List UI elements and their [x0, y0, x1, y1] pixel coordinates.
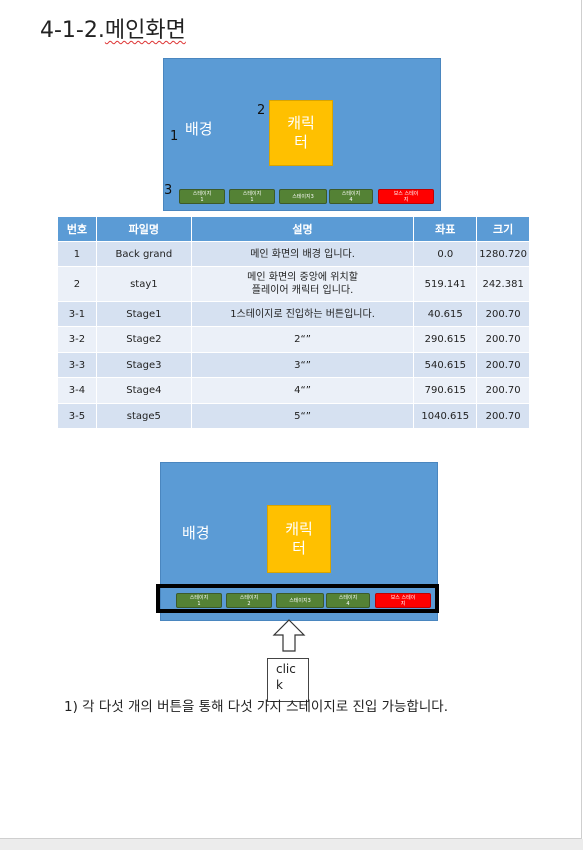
- cell-size: 1280.720: [476, 241, 530, 267]
- character-label-line2: 터: [292, 539, 306, 557]
- header-description: 설명: [190, 216, 415, 242]
- stage-button-1[interactable]: 스테이지 1: [179, 189, 225, 204]
- cell-number: 3-1: [57, 301, 97, 327]
- stage-button-3[interactable]: 스테이지3: [276, 593, 324, 608]
- section-heading: 4-1-2.메인화면: [40, 12, 186, 44]
- heading-title: 메인화면: [104, 18, 186, 43]
- cell-description: 5“”: [190, 403, 415, 429]
- click-callout: clic k: [267, 658, 309, 702]
- cell-coordinate: 290.615: [413, 326, 478, 353]
- description-text: 1) 각 다섯 개의 버튼을 통해 다섯 가지 스테이지로 진입 가능합니다.: [64, 699, 448, 715]
- label-number-1: 1: [170, 129, 179, 144]
- main-screen-mockup: 배경 캐릭 터 스테이지 1 스테이지 1 스테이지3 스테이지 4 보스 스테이 지: [163, 58, 441, 211]
- character-label-line1: 캐릭: [285, 520, 313, 538]
- cell-description: 메인 화면의 배경 입니다.: [190, 241, 415, 267]
- main-screen-mockup-2: 배경 캐릭 터 스테이지 1 스테이지 2 스테이지3 스테이지 4 보스 스테이 지: [160, 462, 438, 621]
- header-number: 번호: [57, 216, 97, 242]
- cell-coordinate: 0.0: [413, 241, 478, 267]
- cell-number: 1: [57, 241, 97, 267]
- table-row: 3-4 Stage4 4“” 790.615 200.70: [57, 377, 530, 404]
- cell-filename: Stage2: [95, 326, 192, 353]
- cell-size: 200.70: [476, 301, 530, 327]
- boss-stage-button[interactable]: 보스 스테이 지: [378, 189, 434, 204]
- table-row: 3-1 Stage1 1스테이지로 진입하는 버튼입니다. 40.615 200…: [57, 301, 530, 327]
- button-group-highlight: [156, 584, 439, 613]
- header-coordinate: 좌표: [413, 216, 478, 242]
- stage-button-2[interactable]: 스테이지 1: [229, 189, 275, 204]
- cell-description: 2“”: [190, 326, 415, 353]
- table-header-row: 번호 파일명 설명 좌표 크기: [57, 216, 530, 242]
- cell-coordinate: 40.615: [413, 301, 478, 327]
- cell-coordinate: 519.141: [413, 266, 478, 302]
- background-label: 배경: [185, 120, 213, 138]
- cell-number: 3-5: [57, 403, 97, 429]
- stage-button-4[interactable]: 스테이지 4: [329, 189, 373, 204]
- cell-number: 3-3: [57, 352, 97, 378]
- heading-number: 4-1-2.: [40, 18, 105, 43]
- table-row: 2 stay1 메인 화면의 중앙에 위치할 플레이어 캐릭터 입니다. 519…: [57, 266, 530, 302]
- character-box: 캐릭 터: [269, 100, 333, 166]
- cell-description: 3“”: [190, 352, 415, 378]
- cell-filename: Stage1: [95, 301, 192, 327]
- cell-filename: stage5: [95, 403, 192, 429]
- header-size: 크기: [476, 216, 530, 242]
- resource-spec-table: 번호 파일명 설명 좌표 크기 1 Back grand 메인 화면의 배경 입…: [57, 216, 530, 429]
- cell-number: 2: [57, 266, 97, 302]
- character-label-line1: 캐릭: [287, 114, 315, 132]
- page-bottom-strip: [0, 839, 583, 850]
- cell-description: 4“”: [190, 377, 415, 404]
- cell-number: 3-2: [57, 326, 97, 353]
- table-row: 3-2 Stage2 2“” 290.615 200.70: [57, 326, 530, 353]
- label-number-3: 3: [164, 183, 173, 198]
- stage-button-3[interactable]: 스테이지3: [279, 189, 327, 204]
- stage-button-4[interactable]: 스테이지 4: [326, 593, 370, 608]
- cell-number: 3-4: [57, 377, 97, 404]
- click-label-line1: clic: [276, 662, 296, 676]
- stage-button-1[interactable]: 스테이지 1: [176, 593, 222, 608]
- header-filename: 파일명: [95, 216, 192, 242]
- cell-coordinate: 540.615: [413, 352, 478, 378]
- cell-filename: stay1: [95, 266, 192, 302]
- cell-description: 메인 화면의 중앙에 위치할 플레이어 캐릭터 입니다.: [190, 266, 415, 302]
- cell-coordinate: 1040.615: [413, 403, 478, 429]
- table-row: 3-5 stage5 5“” 1040.615 200.70: [57, 403, 530, 429]
- label-number-2: 2: [257, 103, 266, 118]
- cell-filename: Stage3: [95, 352, 192, 378]
- cell-size: 200.70: [476, 377, 530, 404]
- cell-coordinate: 790.615: [413, 377, 478, 404]
- character-box: 캐릭 터: [267, 505, 331, 573]
- cell-filename: Stage4: [95, 377, 192, 404]
- table-row: 3-3 Stage3 3“” 540.615 200.70: [57, 352, 530, 378]
- cell-size: 200.70: [476, 403, 530, 429]
- character-label-line2: 터: [294, 133, 308, 151]
- table-row: 1 Back grand 메인 화면의 배경 입니다. 0.0 1280.720: [57, 241, 530, 267]
- click-label-line2: k: [276, 678, 283, 692]
- boss-stage-button[interactable]: 보스 스테이 지: [375, 593, 431, 608]
- cell-filename: Back grand: [95, 241, 192, 267]
- background-label: 배경: [182, 524, 210, 542]
- stage-button-2[interactable]: 스테이지 2: [226, 593, 272, 608]
- cell-size: 242.381: [476, 266, 530, 302]
- up-arrow-icon: [272, 619, 306, 652]
- cell-size: 200.70: [476, 352, 530, 378]
- cell-description: 1스테이지로 진입하는 버튼입니다.: [190, 301, 415, 327]
- cell-size: 200.70: [476, 326, 530, 353]
